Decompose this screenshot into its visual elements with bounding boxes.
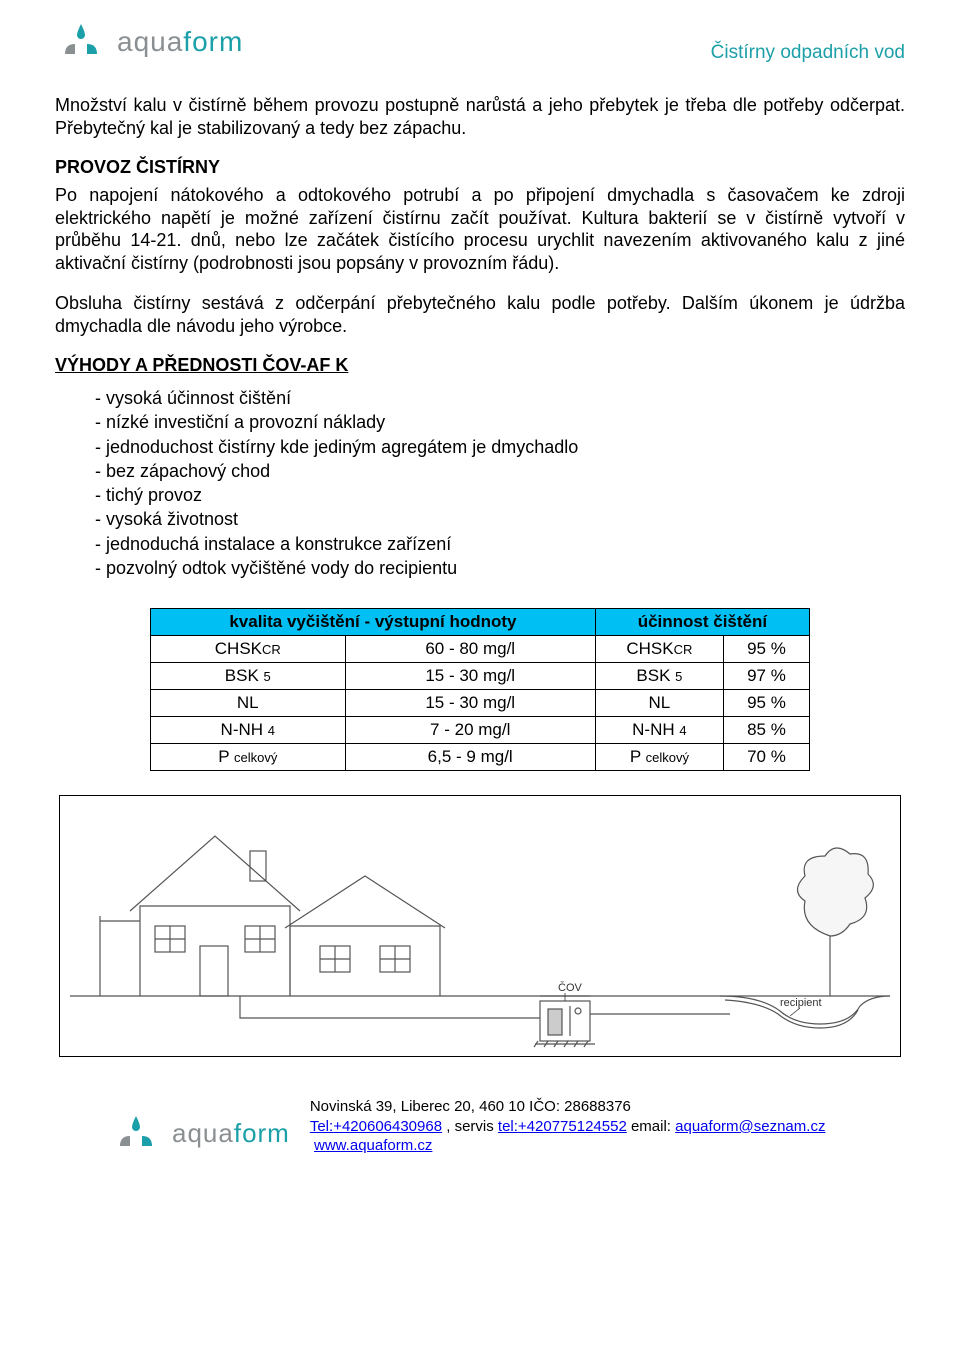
cell-sub: celkový — [234, 750, 277, 765]
footer-text: email: — [627, 1118, 675, 1135]
footer-contact: Novinská 39, Liberec 20, 460 10 IČO: 286… — [310, 1097, 905, 1156]
page-footer: aquaform Novinská 39, Liberec 20, 460 10… — [55, 1097, 905, 1156]
house-diagram-icon: ČOV recipient — [60, 796, 900, 1056]
advantages-list: - vysoká účinnost čištění - nízké invest… — [55, 386, 905, 580]
list-item: - vysoká účinnost čištění — [95, 386, 905, 410]
table-row: BSK 5 15 - 30 mg/l BSK 5 97 % — [151, 663, 810, 690]
list-item: - pozvolný odtok vyčištěné vody do recip… — [95, 556, 905, 580]
footer-contact-line: Tel:+420606430968 , servis tel:+42077512… — [310, 1117, 905, 1156]
cell: CHSK — [215, 639, 262, 658]
installation-diagram: ČOV recipient — [59, 795, 901, 1057]
cell: 85 % — [723, 717, 809, 744]
drop-logo-icon — [55, 20, 111, 64]
logo-word-a: aqua — [172, 1118, 234, 1148]
diagram-label-recipient: recipient — [780, 997, 822, 1009]
table-row: CHSKCR 60 - 80 mg/l CHSKCR 95 % — [151, 636, 810, 663]
cell: 15 - 30 mg/l — [345, 690, 595, 717]
list-item: - nízké investiční a provozní náklady — [95, 410, 905, 434]
cell: 7 - 20 mg/l — [345, 717, 595, 744]
footer-text: , servis — [442, 1118, 498, 1135]
quality-table: kvalita vyčištění - výstupní hodnoty úči… — [150, 608, 810, 771]
cell: P — [218, 747, 234, 766]
cell-sub: CR — [674, 642, 693, 657]
cell: BSK — [636, 666, 675, 685]
cell: 95 % — [723, 690, 809, 717]
logo-word-b: form — [183, 26, 243, 57]
footer-logo: aquaform — [110, 1112, 290, 1156]
cell: P — [630, 747, 646, 766]
provoz-paragraph-1: Po napojení nátokového a odtokového potr… — [55, 184, 905, 274]
cell: NL — [237, 693, 259, 712]
heading-vyhody: VÝHODY A PŘEDNOSTI ČOV-AF K — [55, 355, 905, 376]
cell: 15 - 30 mg/l — [345, 663, 595, 690]
cell-sub: 5 — [264, 669, 271, 684]
cell: 6,5 - 9 mg/l — [345, 744, 595, 771]
logo-text: aquaform — [117, 26, 243, 58]
logo-word-b: form — [234, 1118, 290, 1148]
cell-sub: 4 — [679, 723, 686, 738]
table-row: NL 15 - 30 mg/l NL 95 % — [151, 690, 810, 717]
cell-sub: CR — [262, 642, 281, 657]
cell: 60 - 80 mg/l — [345, 636, 595, 663]
intro-paragraph: Množství kalu v čistírně během provozu p… — [55, 94, 905, 139]
table-header-right: účinnost čištění — [595, 609, 809, 636]
tel-link[interactable]: tel:+420775124552 — [498, 1118, 627, 1135]
drop-logo-icon — [110, 1112, 166, 1156]
table-row: N-NH 4 7 - 20 mg/l N-NH 4 85 % — [151, 717, 810, 744]
cell: N-NH — [221, 720, 268, 739]
cell: N-NH — [632, 720, 679, 739]
cell-sub: celkový — [646, 750, 689, 765]
cell: BSK — [225, 666, 264, 685]
cell: 70 % — [723, 744, 809, 771]
table-header-left: kvalita vyčištění - výstupní hodnoty — [151, 609, 596, 636]
cell: 97 % — [723, 663, 809, 690]
list-item: - jednoduchost čistírny kde jediným agre… — [95, 435, 905, 459]
web-link[interactable]: www.aquaform.cz — [314, 1137, 432, 1154]
footer-logo-text: aquaform — [172, 1118, 290, 1149]
list-item: - jednoduchá instalace a konstrukce zaří… — [95, 532, 905, 556]
provoz-paragraph-2: Obsluha čistírny sestává z odčerpání pře… — [55, 292, 905, 337]
list-item: - vysoká životnost — [95, 507, 905, 531]
email-link[interactable]: aquaform@seznam.cz — [675, 1118, 825, 1135]
logo: aquaform — [55, 20, 243, 64]
diagram-label-cov: ČOV — [558, 981, 583, 994]
logo-word-a: aqua — [117, 26, 183, 57]
footer-address: Novinská 39, Liberec 20, 460 10 IČO: 286… — [310, 1097, 905, 1117]
page-header: aquaform Čistírny odpadních vod — [55, 20, 905, 64]
cell: NL — [649, 693, 671, 712]
tel-link[interactable]: Tel:+420606430968 — [310, 1118, 442, 1135]
cell-sub: 4 — [268, 723, 275, 738]
list-item: - bez zápachový chod — [95, 459, 905, 483]
cell: 95 % — [723, 636, 809, 663]
cell: CHSK — [626, 639, 673, 658]
heading-provoz: PROVOZ ČISTÍRNY — [55, 157, 905, 178]
header-tagline: Čistírny odpadních vod — [711, 42, 905, 64]
cell-sub: 5 — [675, 669, 682, 684]
table-row: P celkový 6,5 - 9 mg/l P celkový 70 % — [151, 744, 810, 771]
list-item: - tichý provoz — [95, 483, 905, 507]
